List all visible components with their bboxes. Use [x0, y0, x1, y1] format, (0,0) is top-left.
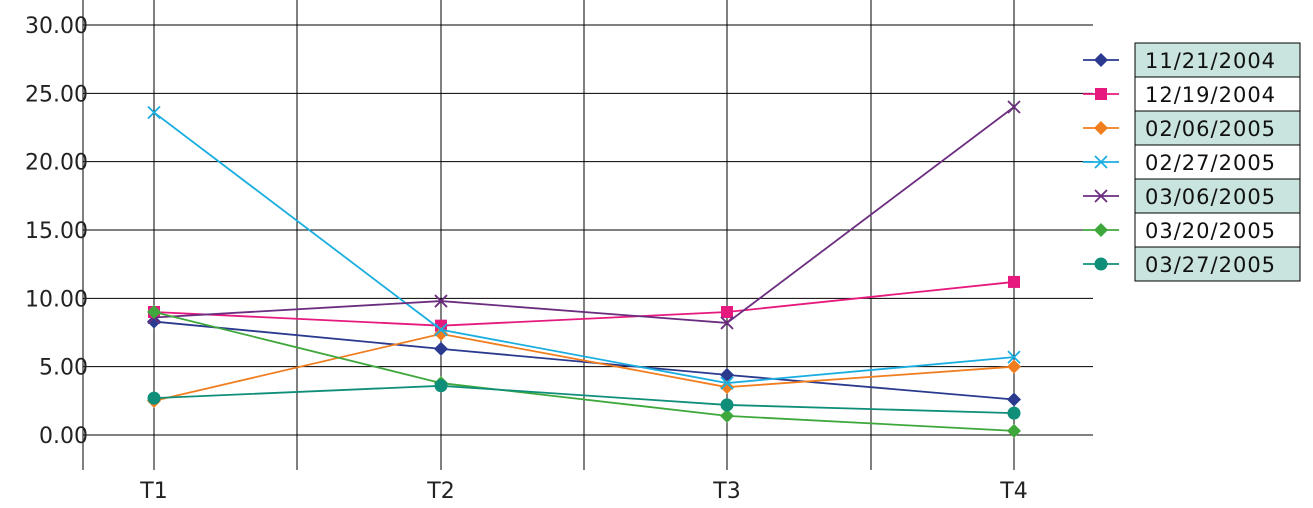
legend-item: 02/06/2005	[1083, 110, 1301, 146]
series-line	[153, 111, 1015, 384]
data-point	[435, 319, 447, 332]
data-point	[720, 376, 734, 390]
series-4	[147, 105, 1021, 390]
data-point	[720, 408, 734, 423]
x-tick-label: T4	[999, 479, 1027, 504]
legend-row-bg	[1134, 246, 1301, 282]
x-tick-label: T2	[426, 479, 454, 504]
data-point	[720, 398, 734, 412]
legend-item: 03/27/2005	[1083, 246, 1301, 282]
legend-label: 03/20/2005	[1145, 219, 1276, 243]
data-point	[1007, 406, 1021, 420]
data-point	[434, 323, 448, 337]
legend-marker	[1094, 155, 1108, 169]
legend-marker	[1094, 121, 1108, 135]
series-line	[153, 332, 1015, 402]
legend-item: 12/19/2004	[1083, 76, 1300, 107]
chart-legend: 11/21/2004 12/19/2004 02/06/2005 02/27/2005…	[1083, 42, 1301, 282]
y-tick-label: 30.00	[25, 14, 88, 39]
data-point	[721, 306, 733, 318]
legend-box	[1134, 42, 1301, 282]
legend-marker	[1094, 257, 1108, 271]
x-tick-label: T1	[139, 479, 167, 504]
series-line	[153, 106, 1015, 324]
data-point	[434, 294, 448, 308]
y-tick-label: 25.00	[25, 82, 88, 107]
data-point	[147, 105, 161, 120]
legend-label: 12/19/2004	[1145, 83, 1276, 107]
data-point	[1007, 100, 1021, 114]
data-point	[720, 380, 734, 395]
data-point	[147, 305, 161, 319]
legend-marker	[1094, 53, 1108, 67]
legend-marker	[1094, 189, 1108, 203]
y-axis-tick-labels: 0.00 5.00 10.00 15.00 20.00 25.00 30.00	[25, 14, 88, 449]
legend-item: 11/21/2004	[1083, 42, 1301, 78]
data-point	[1008, 275, 1020, 288]
legend-label: 03/27/2005	[1145, 253, 1276, 277]
data-point	[1007, 423, 1021, 438]
legend-item: 03/06/2005	[1083, 178, 1301, 214]
y-tick-label: 10.00	[25, 287, 88, 312]
legend-marker	[1094, 223, 1108, 237]
legend-item: 02/27/2005	[1083, 144, 1300, 175]
legend-row-bg	[1134, 178, 1301, 214]
legend-row-bg	[1134, 42, 1301, 78]
data-point	[147, 391, 161, 405]
legend-label: 11/21/2004	[1145, 49, 1276, 73]
legend-label: 02/06/2005	[1145, 117, 1276, 141]
data-point	[720, 316, 734, 330]
chart-series	[147, 100, 1021, 438]
data-point	[434, 379, 448, 393]
series-line	[153, 384, 1015, 415]
data-point	[1007, 392, 1021, 407]
x-axis-tick-labels: T1 T2 T3 T4	[139, 479, 1027, 504]
y-tick-label: 0.00	[39, 424, 88, 449]
series-line	[153, 281, 1015, 327]
legend-label: 03/06/2005	[1145, 185, 1276, 209]
data-point	[1007, 359, 1021, 374]
legend-marker	[1095, 88, 1107, 100]
data-point	[434, 341, 448, 356]
series-1	[147, 314, 1021, 407]
series-line	[153, 311, 1015, 432]
y-tick-label: 5.00	[39, 356, 88, 381]
series-line	[153, 320, 1015, 401]
legend-item: 03/20/2005	[1083, 212, 1300, 243]
series-7	[147, 379, 1021, 420]
y-tick-label: 20.00	[25, 151, 88, 176]
legend-label: 02/27/2005	[1145, 151, 1276, 175]
data-point	[1007, 350, 1021, 364]
data-point	[720, 367, 734, 382]
y-tick-label: 15.00	[25, 219, 88, 244]
chart-grid	[82, 0, 1093, 470]
x-tick-label: T3	[712, 479, 740, 504]
